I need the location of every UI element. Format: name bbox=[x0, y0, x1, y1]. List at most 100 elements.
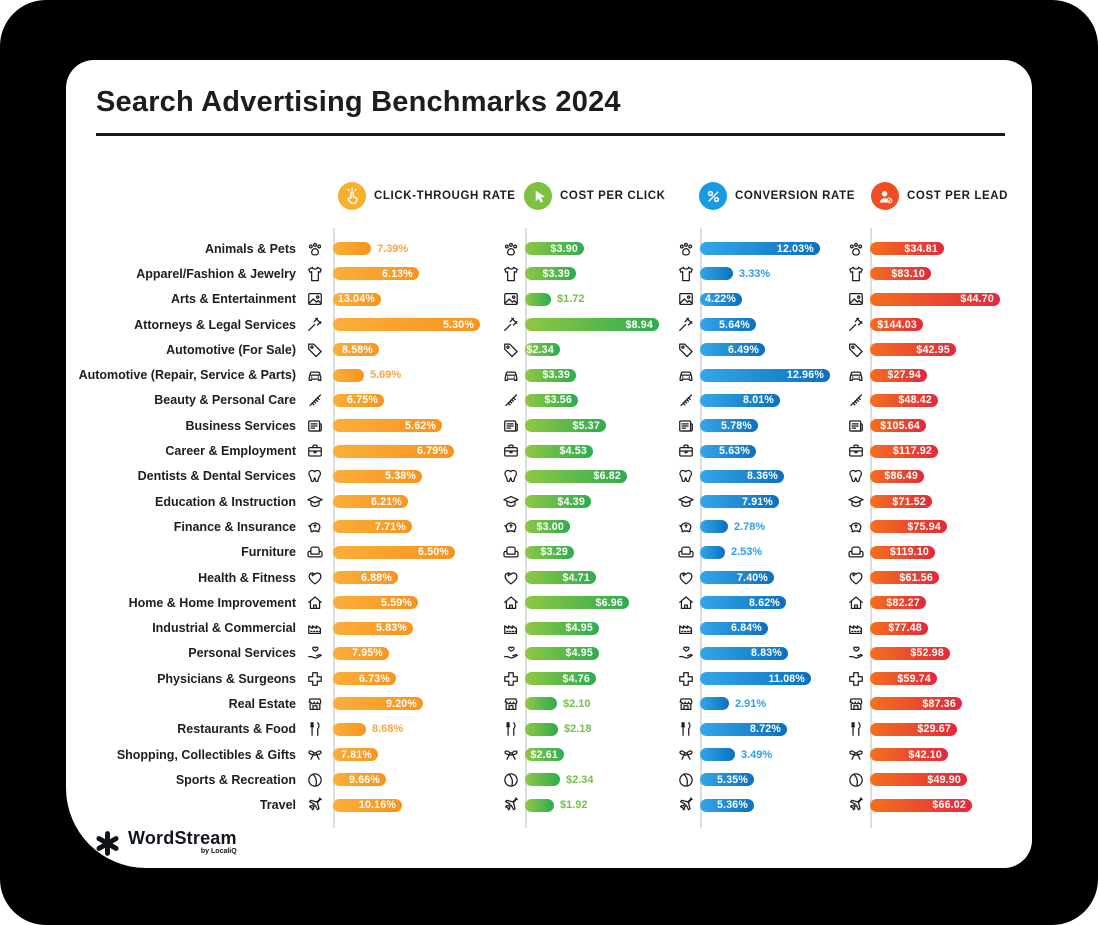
cost-per-lead-cell: $117.92 bbox=[870, 444, 1032, 458]
industry-label: Home & Home Improvement bbox=[128, 595, 296, 610]
cost-per-click-cell: $4.76 bbox=[525, 672, 671, 686]
industry-label: Automotive (For Sale) bbox=[166, 342, 296, 357]
industry-label-cell: Physicians & Surgeons bbox=[66, 672, 296, 686]
industry-label: Furniture bbox=[241, 545, 296, 560]
cost-per-lead-bar: $82.27 bbox=[870, 596, 926, 610]
conversion-rate-bar: 8.72% bbox=[700, 722, 787, 736]
conversion-rate-value: 3.33% bbox=[739, 267, 771, 280]
cost-per-lead-cell: $42.95 bbox=[870, 343, 1032, 357]
conversion-rate-bar: 5.36% bbox=[700, 798, 754, 812]
cost-per-click-cell: $2.61 bbox=[525, 748, 671, 762]
click-through-rate-value: 6.50% bbox=[417, 546, 449, 559]
paw-icon bbox=[496, 239, 525, 259]
cost-per-click-bar: $4.39 bbox=[525, 495, 591, 509]
conversion-rate-cell: 5.36% bbox=[700, 798, 841, 812]
gift-bow-icon bbox=[496, 745, 525, 765]
conversion-rate-bar: 7.91% bbox=[700, 495, 779, 509]
click-through-rate-cell: 5.62% bbox=[333, 419, 496, 433]
cost-per-click-bar: $2.34 bbox=[525, 343, 560, 357]
cost-per-click-value: $1.92 bbox=[560, 799, 588, 812]
table-row: Real Estate 9.20% $2.10 2.91% $87.36 bbox=[66, 691, 1032, 716]
conversion-rate-bar: 5.63% bbox=[700, 444, 756, 458]
car-icon bbox=[841, 365, 870, 385]
click-through-rate-bar: 5.83% bbox=[333, 621, 413, 635]
table-row: Automotive (Repair, Service & Parts) 5.69… bbox=[66, 362, 1032, 387]
cost-per-lead-cell: $75.94 bbox=[870, 520, 1032, 534]
picture-icon bbox=[671, 289, 700, 309]
cost-per-lead-cell: $61.56 bbox=[870, 571, 1032, 584]
cost-per-click-cell: $4.53 bbox=[525, 444, 671, 458]
piggy-bank-icon bbox=[671, 517, 700, 537]
metric-header-label: CLICK-THROUGH RATE bbox=[374, 190, 516, 202]
hand-heart-icon bbox=[296, 643, 333, 663]
click-through-rate-value: 7.71% bbox=[374, 520, 406, 533]
industry-label: Real Estate bbox=[228, 696, 296, 711]
click-through-rate-cell: 9.66% bbox=[333, 773, 496, 787]
industry-label: Dentists & Dental Services bbox=[137, 469, 296, 484]
conversion-rate-bar: 8.01% bbox=[700, 393, 780, 407]
cost-per-lead-bar: $61.56 bbox=[870, 571, 939, 584]
cost-per-lead-bar: $86.49 bbox=[870, 469, 924, 483]
cutlery-icon bbox=[671, 719, 700, 739]
conversion-rate-bar: 12.96% bbox=[700, 368, 830, 382]
click-through-rate-cell: 6.13% bbox=[333, 267, 496, 281]
plane-icon bbox=[296, 795, 333, 815]
click-through-rate-bar: 5.62% bbox=[333, 419, 442, 433]
conversion-rate-cell: 12.96% bbox=[700, 368, 841, 382]
conversion-rate-bar: 12.03% bbox=[700, 242, 820, 256]
metric-header-label: COST PER CLICK bbox=[560, 190, 666, 202]
cost-per-click-cell: $4.95 bbox=[525, 621, 671, 635]
benchmark-table: Animals & Pets 7.39% $3.90 12.03% $34.81 Appa… bbox=[66, 236, 1032, 818]
cost-per-click-bar bbox=[525, 798, 554, 812]
conversion-rate-cell: 8.36% bbox=[700, 469, 841, 483]
cost-per-click-value: $8.94 bbox=[625, 318, 653, 331]
conversion-rate-value: 5.36% bbox=[716, 799, 748, 812]
cost-per-click-value: $3.56 bbox=[544, 394, 572, 407]
cost-per-lead-bar: $83.10 bbox=[870, 267, 931, 281]
plane-icon bbox=[496, 795, 525, 815]
cost-per-click-bar bbox=[525, 722, 558, 736]
comb-icon bbox=[496, 390, 525, 410]
paw-icon bbox=[671, 239, 700, 259]
metric-header-label: COST PER LEAD bbox=[907, 190, 1009, 202]
tshirt-icon bbox=[671, 264, 700, 284]
cost-per-lead-value: $119.10 bbox=[889, 546, 929, 559]
cost-per-lead-cell: $59.74 bbox=[870, 672, 1032, 686]
cost-per-lead-value: $49.90 bbox=[927, 773, 961, 786]
conversion-rate-value: 3.49% bbox=[741, 748, 773, 761]
briefcase-icon bbox=[296, 441, 333, 461]
conversion-rate-bar: 5.78% bbox=[700, 419, 758, 433]
content-card: Search Advertising Benchmarks 2024 CLICK… bbox=[66, 60, 1032, 868]
heart-plus-icon bbox=[496, 568, 525, 588]
cost-per-click-value: $2.34 bbox=[526, 343, 554, 356]
click-through-rate-cell: 5.69% bbox=[333, 368, 496, 382]
ball-icon bbox=[841, 770, 870, 790]
cost-per-click-value: $4.71 bbox=[562, 571, 590, 584]
cost-per-lead-cell: $49.90 bbox=[870, 773, 1032, 787]
industry-label-cell: Personal Services bbox=[66, 646, 296, 660]
click-through-rate-value: 6.73% bbox=[358, 672, 390, 685]
table-row: Restaurants & Food 8.68% $2.18 8.72% $29.67 bbox=[66, 717, 1032, 742]
price-tag-icon bbox=[671, 340, 700, 360]
conversion-rate-bar: 4.22% bbox=[700, 292, 742, 306]
industry-label: Finance & Insurance bbox=[173, 519, 296, 534]
cost-per-click-cell: $2.10 bbox=[525, 697, 671, 711]
cost-per-lead-bar: $52.98 bbox=[870, 646, 950, 660]
conversion-rate-value: 4.22% bbox=[704, 293, 736, 306]
table-row: Arts & Entertainment 13.04% $1.72 4.22% $44.… bbox=[66, 287, 1032, 312]
conversion-rate-value: 12.03% bbox=[776, 242, 814, 255]
table-row: Apparel/Fashion & Jewelry 6.13% $3.39 3.33%… bbox=[66, 261, 1032, 286]
conversion-rate-cell: 4.22% bbox=[700, 292, 841, 306]
medical-cross-icon bbox=[841, 669, 870, 689]
click-through-rate-value: 5.83% bbox=[375, 622, 407, 635]
person-percent-icon bbox=[871, 182, 899, 210]
medical-cross-icon bbox=[671, 669, 700, 689]
price-tag-icon bbox=[841, 340, 870, 360]
industry-label-cell: Education & Instruction bbox=[66, 495, 296, 509]
industry-label-cell: Beauty & Personal Care bbox=[66, 393, 296, 407]
conversion-rate-bar: 7.40% bbox=[700, 571, 774, 584]
conversion-rate-value: 8.62% bbox=[748, 596, 780, 609]
cost-per-lead-cell: $105.64 bbox=[870, 419, 1032, 433]
metric-header-click-through-rate: CLICK-THROUGH RATE bbox=[338, 182, 516, 210]
conversion-rate-cell: 2.53% bbox=[700, 545, 841, 559]
